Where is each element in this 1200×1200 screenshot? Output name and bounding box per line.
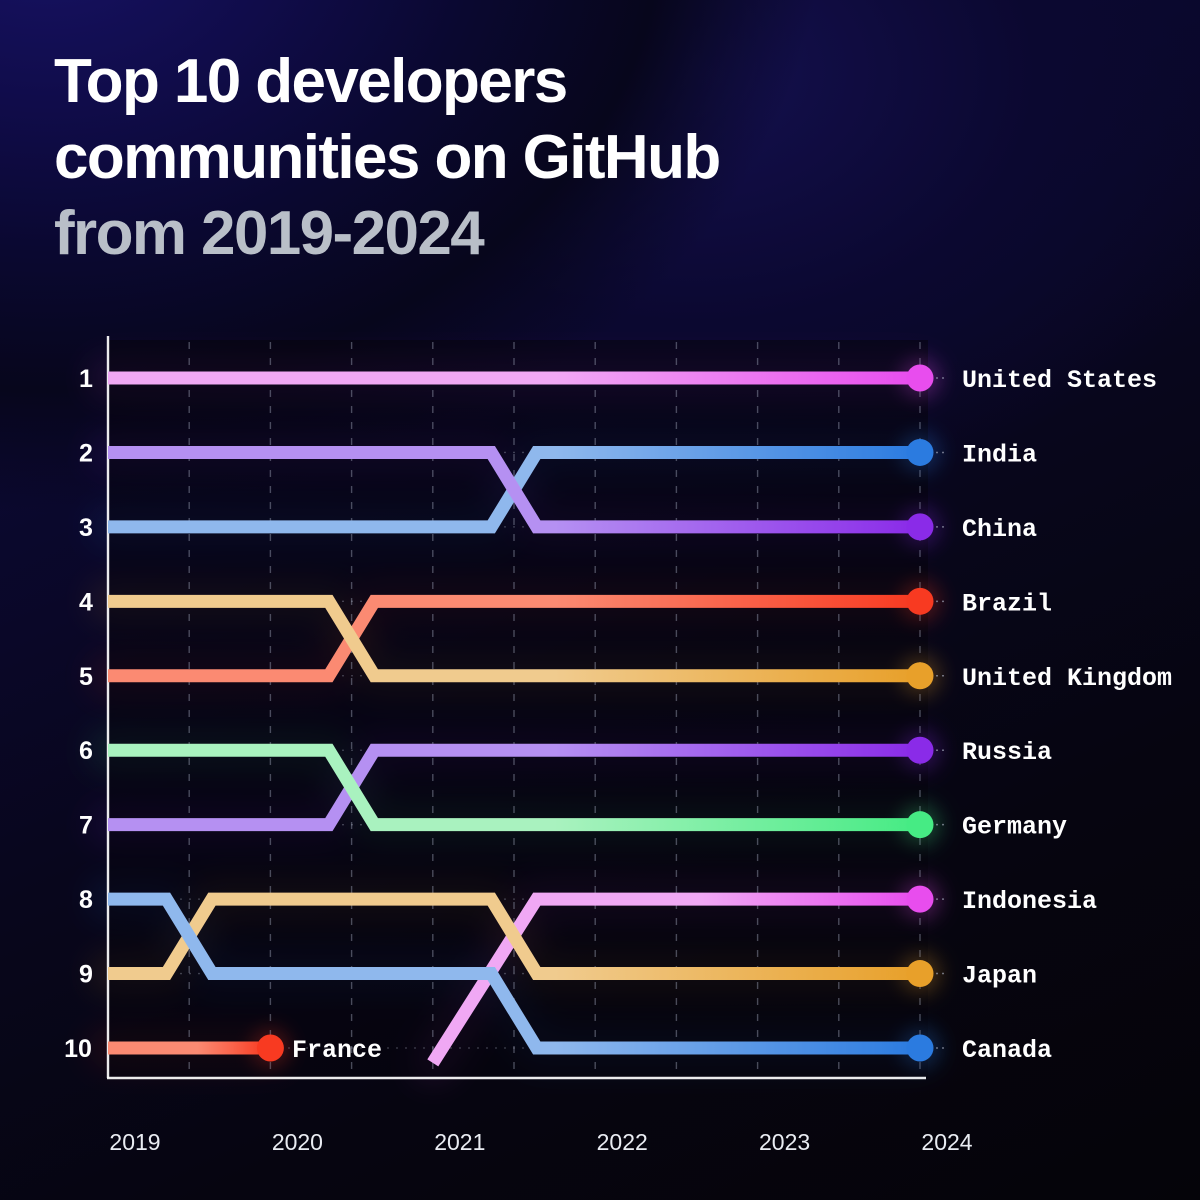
series-endpoint-dot-brazil[interactable]: [906, 587, 934, 615]
year-axis-label: 2023: [759, 1129, 810, 1155]
series-label-canada[interactable]: Canada: [962, 1036, 1052, 1065]
series-endpoint-dot-united-kingdom[interactable]: [906, 662, 934, 690]
series-endpoint-dots: [250, 358, 940, 1068]
series-label-indonesia[interactable]: Indonesia: [962, 887, 1097, 916]
rank-axis-label: 8: [79, 886, 93, 914]
series-endpoint-dot-indonesia[interactable]: [906, 885, 934, 913]
year-axis-label: 2020: [272, 1129, 323, 1155]
series-endpoint-dot-united-states[interactable]: [906, 364, 934, 392]
year-axis-label: 2021: [434, 1129, 485, 1155]
series-endpoint-dot-india[interactable]: [906, 438, 934, 466]
page-title: Top 10 developers communities on GitHub …: [54, 44, 1104, 272]
series-label-japan[interactable]: Japan: [962, 962, 1037, 991]
series-lines-layer: [108, 371, 920, 1067]
series-endpoint-dot-russia[interactable]: [906, 736, 934, 764]
series-line-canada[interactable]: [108, 892, 920, 1055]
series-label-india[interactable]: India: [962, 440, 1037, 469]
rank-axis-label: 1: [79, 365, 93, 393]
year-axis-labels: 2019 2020 2021 2022 2023 2024: [109, 1129, 972, 1155]
series-endpoint-dot-france[interactable]: [256, 1034, 284, 1062]
series-line-china[interactable]: [108, 445, 920, 534]
series-label-united-states[interactable]: United States: [962, 366, 1157, 395]
series-line-united-kingdom[interactable]: [108, 594, 920, 683]
series-line-japan[interactable]: [108, 892, 920, 981]
axis-layer: [106, 336, 926, 1080]
title-line-1: Top 10 developers: [54, 47, 568, 116]
series-endpoint-dot-germany[interactable]: [906, 811, 934, 839]
series-label-united-kingdom[interactable]: United Kingdom: [962, 664, 1172, 693]
series-line-indonesia[interactable]: [427, 892, 920, 1067]
title-line-2: communities on GitHub: [54, 123, 721, 192]
series-label-russia[interactable]: Russia: [962, 738, 1052, 767]
rank-axis-labels: 1 2 3 4 5 6 7 8 9 10: [64, 365, 93, 1063]
inline-annotations: France: [292, 1036, 382, 1065]
rank-axis-label: 7: [79, 812, 93, 840]
series-endpoint-dot-china[interactable]: [906, 513, 934, 541]
year-axis-label: 2022: [597, 1129, 648, 1155]
series-line-germany[interactable]: [108, 743, 920, 832]
rank-axis-label: 2: [79, 439, 93, 467]
rank-axis-label: 3: [79, 514, 93, 542]
rank-axis-label: 4: [79, 588, 93, 616]
series-endpoint-dot-japan[interactable]: [906, 960, 934, 988]
inline-annotation-france[interactable]: France: [292, 1036, 382, 1065]
rank-axis-label: 6: [79, 737, 93, 765]
year-axis-label: 2024: [921, 1129, 972, 1155]
series-endpoint-dot-canada[interactable]: [906, 1034, 934, 1062]
series-name-labels: United States India China Brazil United King…: [936, 366, 1172, 1065]
series-label-germany[interactable]: Germany: [962, 813, 1067, 842]
rank-axis-label: 10: [64, 1035, 92, 1063]
year-axis-label: 2019: [109, 1129, 160, 1155]
series-label-brazil[interactable]: Brazil: [962, 589, 1052, 618]
rank-axis-label: 5: [79, 663, 93, 691]
title-line-3: from 2019-2024: [54, 199, 485, 268]
series-label-china[interactable]: China: [962, 515, 1037, 544]
rank-axis-label: 9: [79, 961, 93, 989]
